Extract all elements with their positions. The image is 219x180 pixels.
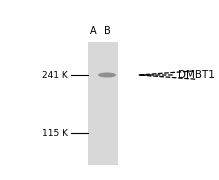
Text: 115 K: 115 K <box>42 129 68 138</box>
Bar <box>88 42 118 165</box>
Text: 241 K: 241 K <box>42 71 68 80</box>
Text: A: A <box>90 26 96 36</box>
Text: B: B <box>104 26 110 36</box>
Text: DMBT1: DMBT1 <box>178 70 215 80</box>
Ellipse shape <box>98 73 116 78</box>
